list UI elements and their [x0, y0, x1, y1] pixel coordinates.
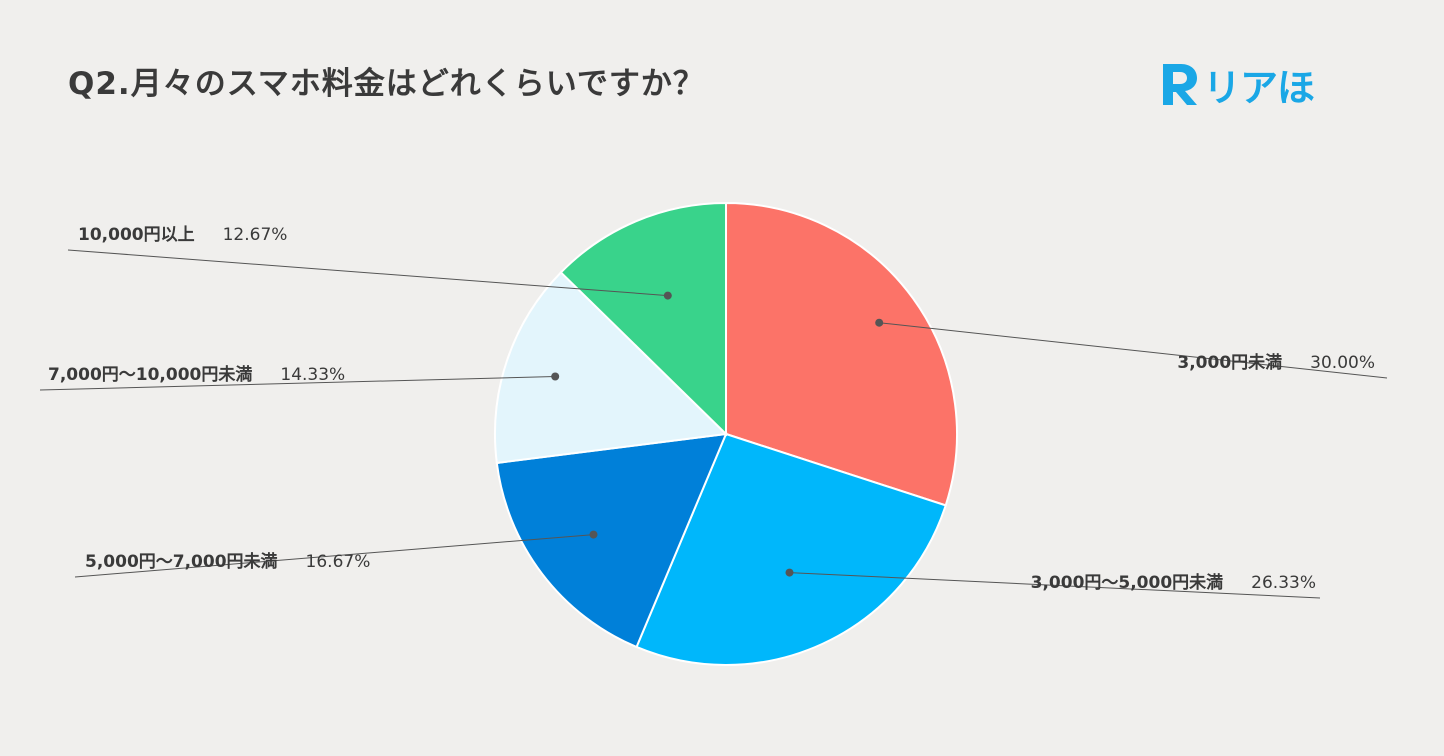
slice-value-label: 30.00% [1310, 353, 1375, 373]
callout-leader-line [74, 534, 594, 578]
slice-label: 5,000円～7,000円未満 16.67% [85, 551, 370, 572]
callout-leader-line [67, 249, 668, 297]
callout-leader-line [879, 322, 1388, 379]
slice-category-label: 3,000円～5,000円未満 [1031, 572, 1224, 593]
callout-leader-line [789, 572, 1321, 599]
slice-category-label: 7,000円～10,000円未満 [48, 364, 252, 385]
chart-title: Q2.月々のスマホ料金はどれくらいですか？ [68, 66, 705, 102]
slice-label: 10,000円以上 12.67% [78, 225, 287, 245]
slice-label: 7,000円～10,000円未満 14.33% [48, 364, 345, 385]
pie-slice [725, 201, 958, 507]
slice-category-label: 3,000円未満 [1177, 352, 1282, 373]
slice-value-label: 12.67% [223, 225, 288, 245]
brand-logo: リアほ [1157, 58, 1315, 110]
callout-leader-line [39, 376, 556, 391]
pie-slice [495, 432, 728, 649]
slice-value-label: 26.33% [1251, 573, 1316, 593]
slice-category-label: 10,000円以上 [78, 225, 195, 245]
callout-dot [785, 568, 794, 577]
callout-dot [875, 318, 884, 327]
callout-dot [551, 372, 560, 381]
logo-text: リアほ [1203, 65, 1315, 110]
callout-dot [589, 530, 598, 539]
slice-value-label: 16.67% [306, 552, 371, 572]
slice-label: 3,000円未満 30.00% [1177, 352, 1375, 373]
pie-slice [559, 201, 727, 437]
slice-label: 3,000円～5,000円未満 26.33% [1031, 572, 1316, 593]
slice-value-label: 14.33% [280, 365, 345, 385]
slice-category-label: 5,000円～7,000円未満 [85, 551, 278, 572]
logo-r-mark-icon [1163, 64, 1197, 105]
pie-slice [635, 432, 947, 666]
callout-dot [663, 291, 672, 300]
